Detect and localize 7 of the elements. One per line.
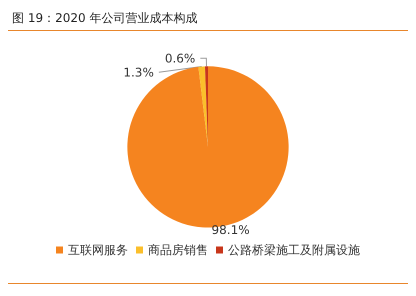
data-label: 1.3% bbox=[123, 65, 154, 80]
data-label: 0.6% bbox=[164, 51, 196, 66]
data-label: 98.1% bbox=[212, 223, 250, 238]
legend-label: 商品房销售 bbox=[148, 243, 208, 257]
legend-label: 互联网服务 bbox=[68, 243, 128, 257]
chart-title: 图 19：2020 年公司营业成本构成 bbox=[11, 10, 198, 27]
legend-label: 公路桥梁施工及附属设施 bbox=[228, 243, 360, 257]
